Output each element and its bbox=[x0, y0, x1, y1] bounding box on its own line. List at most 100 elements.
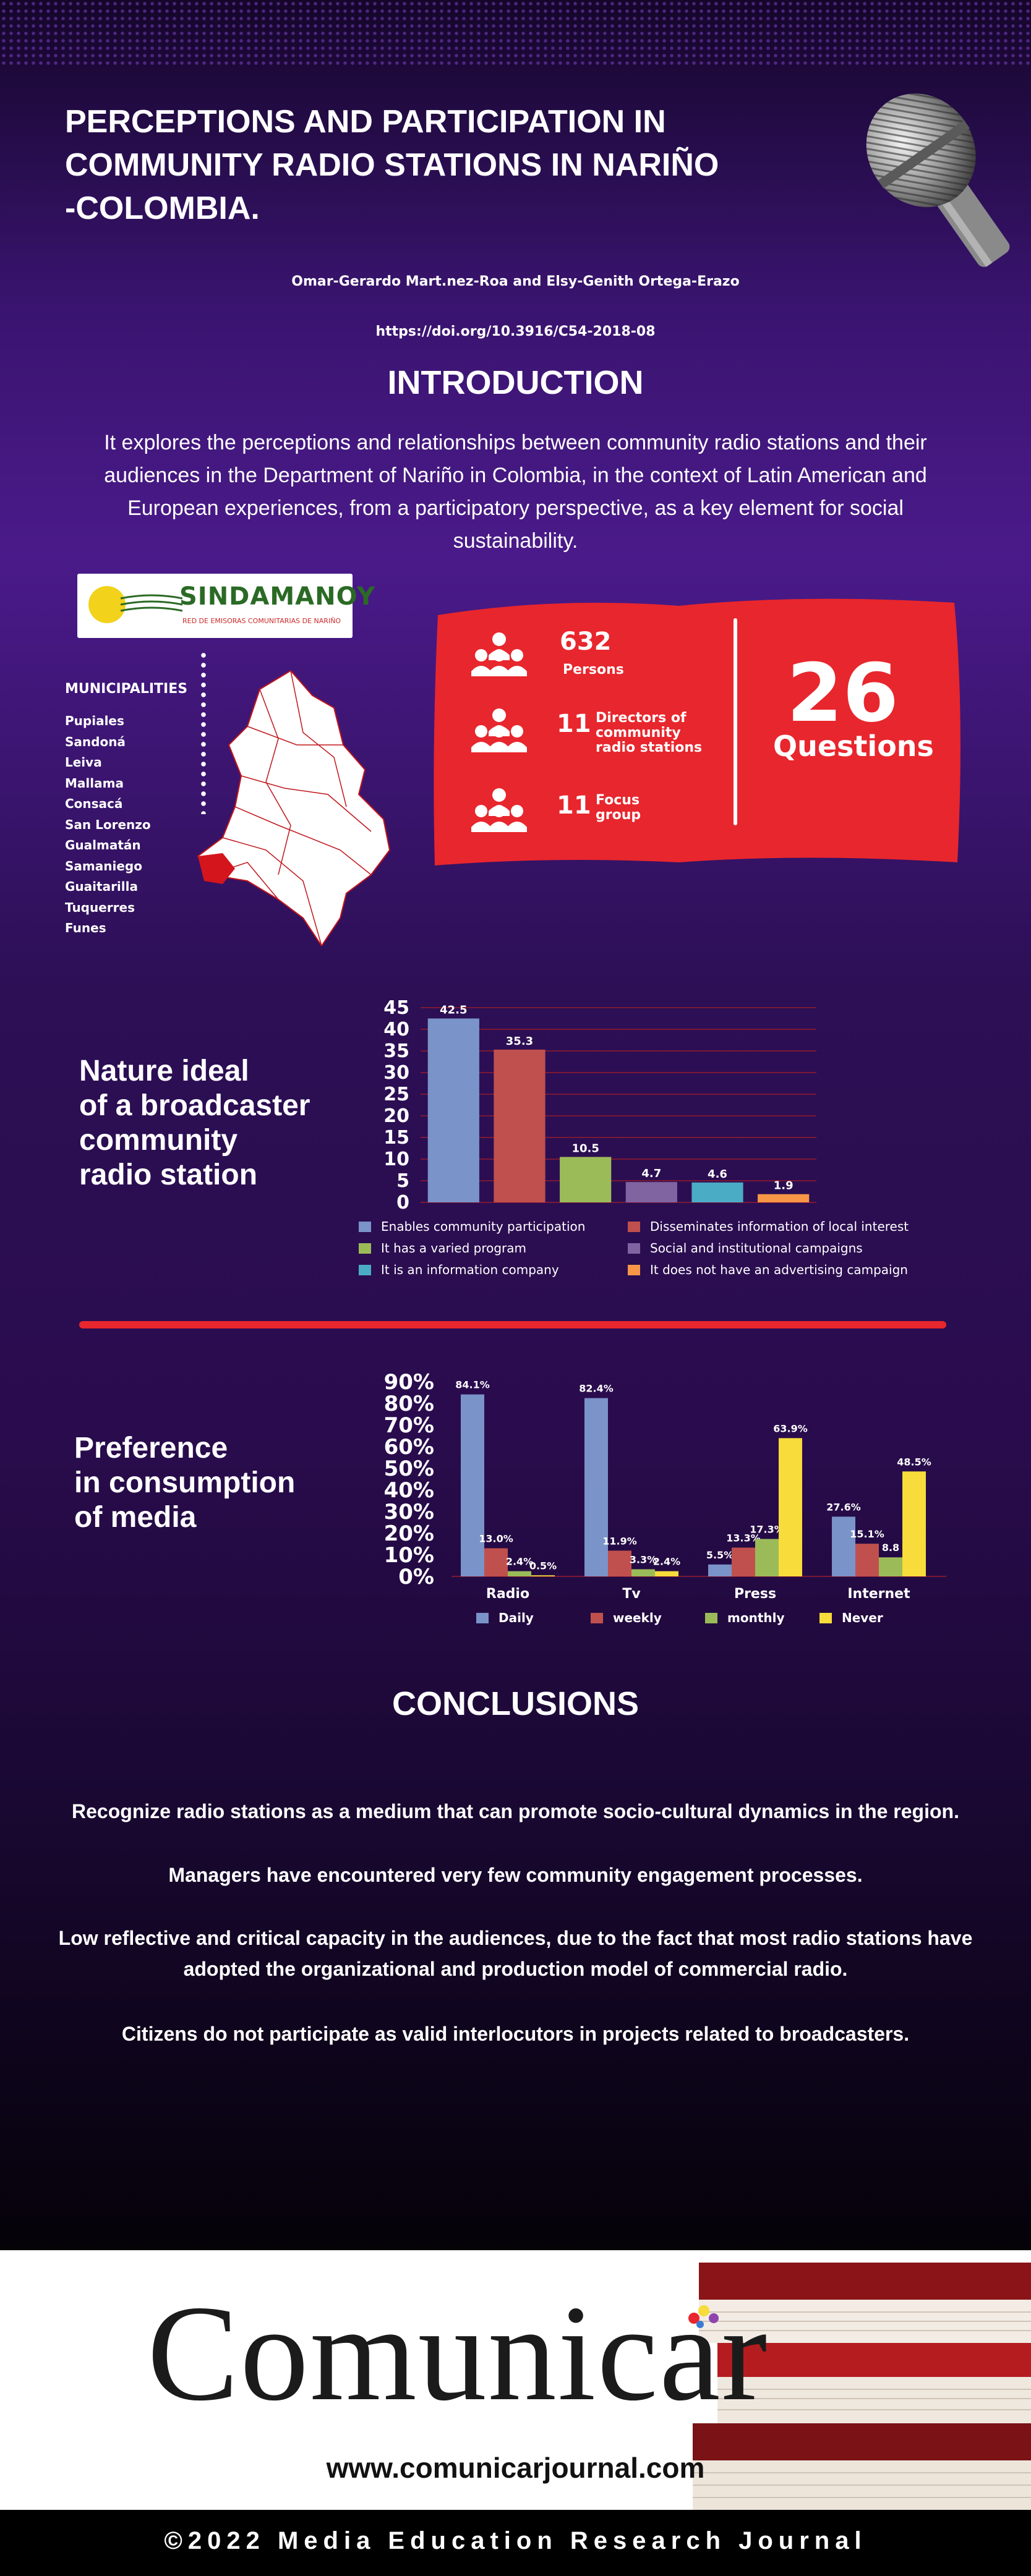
legend-label: Enables community participation bbox=[381, 1219, 586, 1234]
data-label: 27.6% bbox=[826, 1501, 861, 1513]
legend-label: Disseminates information of local intere… bbox=[650, 1219, 909, 1234]
title-line: Nature ideal bbox=[79, 1055, 249, 1087]
directors-label: Directors of community radio stations bbox=[596, 711, 702, 755]
data-label: 3.3% bbox=[630, 1554, 657, 1565]
y-tick-label: 20 bbox=[383, 1105, 409, 1127]
data-label: 1.9 bbox=[774, 1180, 794, 1192]
legend-item: Daily bbox=[476, 1610, 534, 1625]
comunicar-brand: Comunicar bbox=[147, 2277, 769, 2429]
legend-item: It is an information company bbox=[359, 1262, 559, 1277]
doi-link[interactable]: https://doi.org/10.3916/C54-2018-08 bbox=[375, 324, 656, 339]
legend-swatch bbox=[359, 1243, 371, 1254]
footer-bar bbox=[0, 2510, 1031, 2576]
label-line: Focus bbox=[596, 793, 640, 808]
bar bbox=[832, 1516, 855, 1576]
conclusion-line: Low reflective and critical capacity in … bbox=[58, 1927, 973, 1949]
preference-section-title: Preference in consumption of media bbox=[74, 1431, 295, 1535]
list-item: Funes bbox=[65, 920, 106, 935]
decorative-dot-pattern bbox=[0, 0, 1031, 68]
bar bbox=[708, 1564, 732, 1576]
logo-subtitle: RED DE EMISORAS COMUNITARIAS DE NARIÑO bbox=[182, 617, 341, 625]
title-line: COMMUNITY RADIO STATIONS IN NARIÑO bbox=[65, 147, 719, 183]
questions-label: Questions bbox=[773, 729, 934, 763]
legend-label: Never bbox=[842, 1610, 883, 1625]
y-tick-label: 40% bbox=[384, 1478, 434, 1503]
y-tick-label: 20% bbox=[384, 1521, 434, 1546]
media-preference-bar-chart: 0%10%20%30%40%50%60%70%80%90% 84.1% 13.0% 2… bbox=[384, 1370, 946, 1602]
legend-swatch bbox=[628, 1222, 640, 1232]
bar bbox=[584, 1398, 608, 1576]
introduction-heading: INTRODUCTION bbox=[387, 364, 644, 401]
copyright-text: ©2022 Media Education Research Journal bbox=[164, 2527, 867, 2554]
bar bbox=[855, 1544, 879, 1576]
legend-swatch bbox=[705, 1613, 717, 1623]
title-line: in consumption bbox=[74, 1466, 296, 1499]
x-tick-label: Internet bbox=[847, 1586, 910, 1602]
y-tick-label: 30% bbox=[384, 1500, 434, 1524]
title-line: Preference bbox=[74, 1432, 228, 1464]
title-line: community bbox=[79, 1124, 238, 1157]
dotted-connector bbox=[201, 650, 206, 814]
legend-swatch bbox=[359, 1222, 371, 1232]
municipalities-list: Pupiales Sandoná Leiva Mallama Consacá S… bbox=[65, 711, 151, 939]
conclusions-heading: CONCLUSIONS bbox=[391, 1685, 639, 1722]
bar bbox=[691, 1182, 743, 1202]
conclusion-line: adopted the organizational and productio… bbox=[183, 1958, 848, 1980]
logo-name: SINDAMANOY bbox=[179, 582, 376, 611]
list-item: Pupiales bbox=[65, 713, 124, 728]
data-label: 4.6 bbox=[708, 1168, 727, 1181]
conclusion-item: Recognize radio stations as a medium tha… bbox=[72, 1800, 959, 1822]
focus-count: 11 bbox=[557, 791, 591, 820]
bar bbox=[779, 1438, 802, 1576]
books-icon bbox=[680, 2250, 1031, 2510]
y-tick-label: 15 bbox=[383, 1127, 409, 1149]
legend-label: monthly bbox=[727, 1610, 785, 1625]
title-line: of a broadcaster bbox=[79, 1089, 310, 1122]
bar bbox=[608, 1550, 631, 1576]
legend-swatch bbox=[628, 1265, 640, 1275]
x-tick-label: Tv bbox=[622, 1586, 641, 1602]
y-tick-label: 5 bbox=[396, 1170, 409, 1192]
conclusion-item: Low reflective and critical capacity in … bbox=[0, 1923, 1031, 1984]
title-line: radio station bbox=[79, 1158, 258, 1191]
nature-chart-legend: Enables community participation Dissemina… bbox=[359, 1219, 928, 1277]
website-link[interactable]: www.comunicarjournal.com bbox=[326, 2452, 705, 2484]
persons-count: 632 bbox=[560, 627, 612, 656]
bar bbox=[508, 1571, 531, 1576]
legend-label: It does not have an advertising campaign bbox=[650, 1262, 908, 1277]
legend-label: Social and institutional campaigns bbox=[650, 1241, 863, 1256]
data-label: 42.5 bbox=[440, 1004, 467, 1017]
data-label: 13.0% bbox=[479, 1533, 513, 1545]
legend-item: Enables community participation bbox=[359, 1219, 585, 1234]
bar bbox=[531, 1575, 555, 1576]
legend-item: Disseminates information of local intere… bbox=[628, 1219, 909, 1234]
bar bbox=[879, 1557, 902, 1576]
data-label: 10.5 bbox=[571, 1142, 599, 1155]
focus-label: Focus group bbox=[596, 793, 641, 823]
x-tick-label: Radio bbox=[486, 1586, 529, 1602]
bar bbox=[461, 1394, 484, 1576]
colombia-map bbox=[197, 671, 391, 946]
stats-panel-background bbox=[434, 598, 960, 865]
legend-label: Daily bbox=[498, 1610, 534, 1625]
people-group-icon bbox=[471, 708, 527, 752]
label-line: group bbox=[596, 807, 641, 823]
data-label: 35.3 bbox=[506, 1035, 533, 1048]
legend-swatch bbox=[628, 1243, 640, 1254]
y-tick-label: 10% bbox=[384, 1543, 434, 1568]
stats-divider bbox=[734, 618, 737, 825]
bar bbox=[625, 1182, 677, 1202]
y-tick-label: 70% bbox=[384, 1413, 434, 1438]
data-label: 15.1% bbox=[850, 1528, 884, 1540]
legend-item: It does not have an advertising campaign bbox=[628, 1262, 908, 1277]
data-label: 0.5% bbox=[529, 1560, 557, 1571]
legend-swatch bbox=[819, 1613, 832, 1623]
section-divider bbox=[79, 1321, 946, 1328]
data-label: 82.4% bbox=[579, 1383, 614, 1395]
x-tick-label: Press bbox=[734, 1586, 776, 1602]
data-label: 11.9% bbox=[602, 1535, 637, 1547]
title-line: of media bbox=[74, 1501, 197, 1534]
bar bbox=[427, 1018, 479, 1202]
legend-item: weekly bbox=[591, 1610, 662, 1625]
